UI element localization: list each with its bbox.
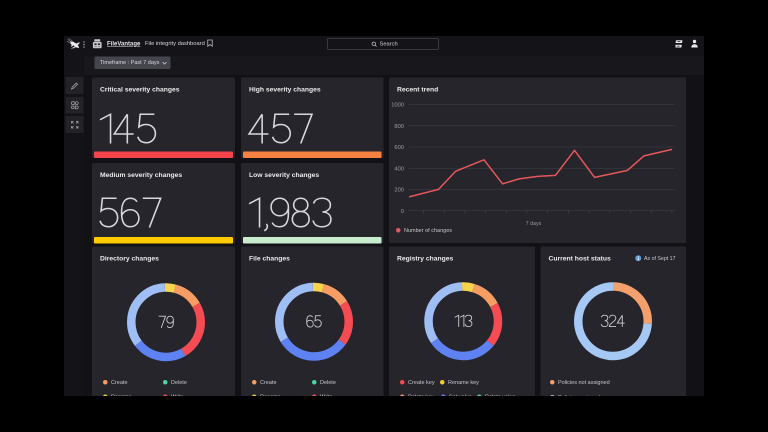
svg-text:0: 0 — [401, 209, 404, 215]
svg-text:600: 600 — [394, 145, 404, 151]
svg-text:1000: 1000 — [391, 103, 404, 109]
svg-text:800: 800 — [394, 124, 404, 130]
svg-text:200: 200 — [394, 188, 404, 194]
svg-text:400: 400 — [394, 166, 404, 172]
